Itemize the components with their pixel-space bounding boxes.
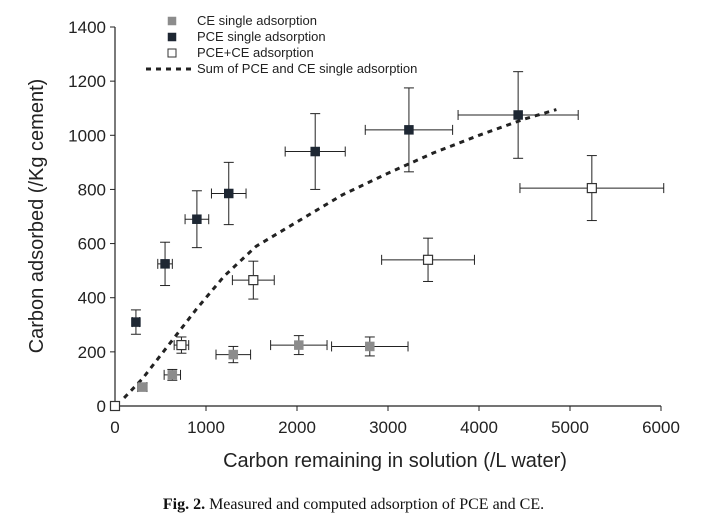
data-point [365,341,375,352]
figure-caption-text: Measured and computed adsorption of PCE … [209,496,545,513]
legend-label: PCE single adsorption [197,29,326,44]
figure-caption-label: Fig. 2. [162,496,206,513]
series-2 [130,71,579,335]
data-point [422,254,434,265]
y-tick-label: 800 [78,180,106,199]
x-tick-label: 5000 [551,418,589,437]
legend-marker [167,32,177,42]
data-point [137,382,148,392]
chart: 0 1000 2000 3000 4000 5000 6000 0 200 400 600 800 10… [26,13,680,472]
x-tick-label: 1000 [187,418,225,437]
x-tick-label: 6000 [642,418,680,437]
data-point [248,275,259,286]
data-point [167,370,178,380]
axes: 0 1000 2000 3000 4000 5000 6000 0 200 400 600 800 10… [68,18,680,437]
y-tick-label: 1200 [68,72,106,91]
data-point [310,146,320,157]
data-point [586,182,597,194]
y-tick-label: 400 [78,289,106,308]
data-point [404,125,414,135]
data-point [176,339,187,351]
sum-curve-layer [123,108,557,399]
figure-caption: Fig. 2. Measured and computed adsorption… [0,496,707,514]
y-tick-label: 600 [78,235,106,254]
series-1 [137,335,409,393]
x-tick-label: 3000 [369,418,407,437]
y-tick-label: 0 [97,397,106,416]
data-point [160,259,170,269]
sum-curve-line [123,108,557,399]
legend-marker [167,16,177,26]
legend-marker [167,48,177,58]
data-point [513,110,523,120]
data-point [228,349,239,360]
series-3 [109,155,665,412]
x-tick-label: 0 [110,418,119,437]
data-marks [109,71,665,412]
x-tick-label: 4000 [460,418,498,437]
data-point [109,400,121,412]
legend-label: CE single adsorption [197,13,317,28]
data-point [224,188,234,199]
x-axis-title: Carbon remaining in solution (/L water) [223,450,567,472]
data-point [131,317,141,327]
legend-label: Sum of PCE and CE single adsorption [197,61,417,76]
y-tick-label: 1000 [68,126,106,145]
x-tick-label: 2000 [278,418,316,437]
y-tick-label: 1400 [68,18,106,37]
legend-label: PCE+CE adsorption [197,45,314,60]
data-point [294,340,304,350]
y-axis-title: Carbon adsorbed (/Kg cement) [26,79,48,354]
data-point [192,214,202,224]
y-tick-label: 200 [78,343,106,362]
